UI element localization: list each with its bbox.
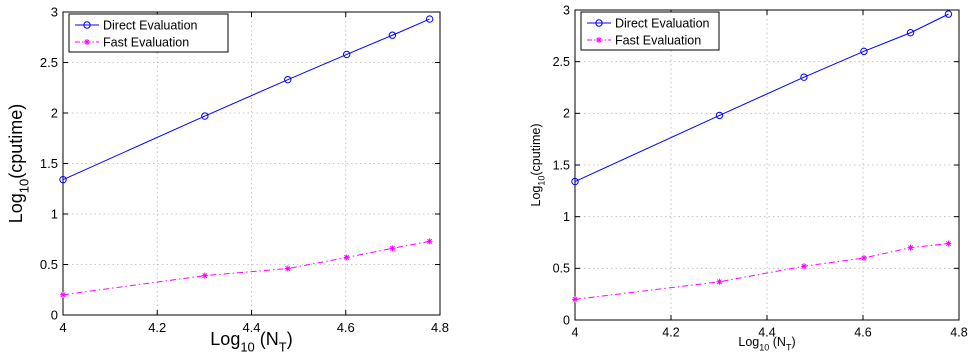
data-point-fast	[284, 265, 291, 272]
data-point-fast	[860, 255, 867, 261]
x-tick-label: 4.4	[758, 326, 775, 340]
data-point-direct	[342, 50, 351, 59]
legend-label: Fast Evaluation	[103, 36, 189, 50]
legend-marker	[84, 39, 90, 45]
x-tick-label: 4.8	[431, 320, 449, 335]
legend-label: Direct Evaluation	[103, 19, 198, 33]
data-point-fast	[426, 238, 433, 245]
y-tick-label: 1	[51, 207, 58, 222]
legend-marker	[596, 37, 602, 43]
y-tick-label: 2.5	[553, 55, 570, 69]
x-tick-label: 4.8	[950, 326, 967, 340]
x-tick-label: 4.6	[854, 326, 871, 340]
series-line-fast	[574, 243, 949, 300]
series-line-direct	[574, 13, 949, 182]
y-tick-label: 0.5	[40, 257, 58, 272]
data-point-fast	[572, 296, 578, 303]
y-tick-label: 1	[563, 210, 570, 224]
y-tick-label: 0.5	[553, 262, 570, 276]
y-axis-title: Log10(cputime)	[6, 104, 31, 223]
data-point-fast	[60, 291, 66, 298]
legend-marker	[83, 21, 91, 29]
y-tick-label: 2.5	[40, 55, 58, 70]
data-point-direct	[201, 112, 209, 120]
data-point-direct	[59, 175, 67, 184]
data-point-direct	[425, 15, 434, 23]
legend-label: Direct Evaluation	[615, 17, 710, 31]
chart-left: 4 4.2 4.4 4.6 4.8 0 0.5 1 1.5 2 2.5 3 Log10 (NT) Log1…	[6, 5, 449, 355]
data-point-direct	[715, 111, 724, 120]
data-point-fast	[343, 254, 350, 261]
legend-box	[580, 11, 720, 51]
legend-label: Fast Evaluation	[615, 34, 701, 48]
legend-box	[68, 13, 229, 53]
x-tick-label: 4.4	[242, 320, 260, 335]
data-point-fast	[945, 240, 952, 247]
x-tick-label: 4	[59, 320, 66, 335]
legend-marker	[595, 19, 603, 27]
data-point-direct	[944, 10, 953, 18]
data-point-direct	[571, 177, 579, 186]
y-tick-label: 1.5	[40, 156, 58, 171]
y-tick-label: 0	[51, 308, 58, 323]
data-point-direct	[800, 73, 808, 81]
data-point-fast	[716, 278, 723, 285]
x-tick-label: 4.2	[148, 320, 166, 335]
data-point-fast	[201, 272, 208, 279]
x-axis-title: Log10 (NT)	[738, 335, 795, 352]
y-tick-label: 1.5	[553, 158, 570, 172]
data-point-direct	[860, 47, 868, 56]
y-tick-label: 2	[51, 106, 58, 121]
y-tick-label: 2	[563, 107, 570, 121]
series-line-direct	[62, 18, 430, 181]
chart-right: 4 4.2 4.4 4.6 4.8 0 0.5 1 1.5 2 2.5 3 Log10 (NT) Log1…	[529, 3, 968, 352]
data-point-fast	[389, 245, 396, 252]
x-axis-title: Log10 (NT)	[210, 329, 292, 354]
data-point-fast	[800, 263, 807, 270]
series-line-fast	[62, 240, 430, 296]
x-tick-label: 4	[572, 326, 579, 340]
data-point-direct	[388, 31, 397, 39]
x-tick-label: 4.2	[662, 326, 679, 340]
x-tick-label: 4.6	[337, 320, 355, 335]
y-tick-label: 0	[563, 313, 570, 327]
data-point-fast	[907, 244, 914, 251]
data-point-direct	[284, 75, 292, 84]
data-point-direct	[906, 29, 915, 37]
y-tick-label: 3	[563, 3, 570, 17]
y-axis-title: Log10(cputime)	[529, 124, 546, 207]
y-tick-label: 3	[51, 5, 58, 20]
